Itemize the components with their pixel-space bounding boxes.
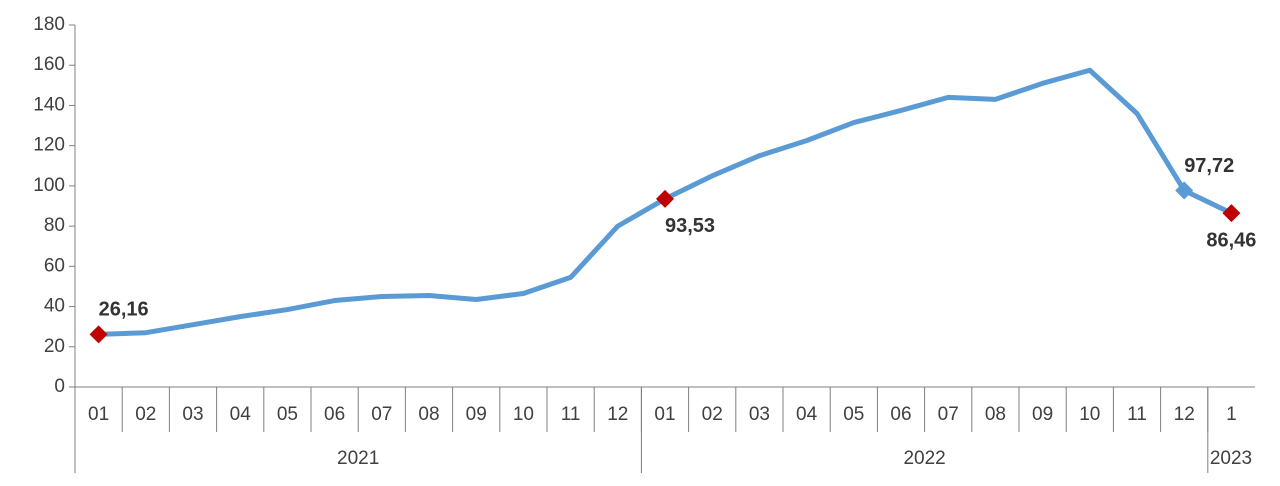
x-tick-label: 10 bbox=[1079, 404, 1100, 425]
x-tick-label: 04 bbox=[230, 404, 252, 425]
marker bbox=[656, 189, 674, 208]
y-tick-label: 160 bbox=[33, 54, 65, 75]
group-label: 2023 bbox=[1210, 448, 1252, 469]
x-tick-label: 09 bbox=[1032, 404, 1053, 425]
y-tick-label: 20 bbox=[44, 336, 65, 357]
x-tick-label: 07 bbox=[371, 404, 392, 425]
x-tick-label: 1 bbox=[1226, 404, 1237, 425]
y-tick-label: 120 bbox=[33, 135, 65, 156]
value-label: 97,72 bbox=[1184, 155, 1234, 177]
x-tick-label: 05 bbox=[843, 404, 864, 425]
x-tick-label: 01 bbox=[88, 404, 109, 425]
x-tick-label: 03 bbox=[749, 404, 770, 425]
x-tick-label: 08 bbox=[418, 404, 439, 425]
marker bbox=[1175, 181, 1194, 200]
y-tick-label: 180 bbox=[33, 14, 65, 35]
group-label: 2021 bbox=[337, 448, 379, 469]
x-tick-label: 12 bbox=[1174, 404, 1195, 425]
x-tick-label: 08 bbox=[985, 404, 1006, 425]
y-tick-label: 0 bbox=[54, 376, 65, 397]
y-tick-label: 60 bbox=[44, 255, 65, 276]
x-tick-label: 11 bbox=[1127, 404, 1147, 425]
x-tick-label: 04 bbox=[796, 404, 818, 425]
value-label: 86,46 bbox=[1206, 229, 1256, 251]
group-label: 2022 bbox=[903, 448, 945, 469]
x-tick-label: 07 bbox=[938, 404, 959, 425]
x-tick-label: 01 bbox=[654, 404, 675, 425]
marker bbox=[1222, 204, 1241, 223]
x-tick-label: 02 bbox=[702, 404, 723, 425]
y-tick-label: 80 bbox=[44, 215, 65, 236]
x-tick-label: 10 bbox=[513, 404, 534, 425]
x-tick-label: 06 bbox=[324, 404, 345, 425]
x-tick-label: 03 bbox=[182, 404, 203, 425]
y-tick-label: 100 bbox=[33, 175, 65, 196]
x-tick-label: 02 bbox=[135, 404, 156, 425]
x-tick-label: 06 bbox=[890, 404, 911, 425]
y-tick-label: 40 bbox=[44, 296, 65, 317]
y-tick-label: 140 bbox=[33, 94, 65, 115]
x-tick-label: 12 bbox=[607, 404, 628, 425]
x-tick-label: 11 bbox=[561, 404, 581, 425]
marker bbox=[89, 325, 108, 344]
value-label: 93,53 bbox=[665, 215, 715, 237]
x-tick-label: 09 bbox=[466, 404, 487, 425]
x-tick-label: 05 bbox=[277, 404, 298, 425]
value-label: 26,16 bbox=[99, 299, 149, 321]
